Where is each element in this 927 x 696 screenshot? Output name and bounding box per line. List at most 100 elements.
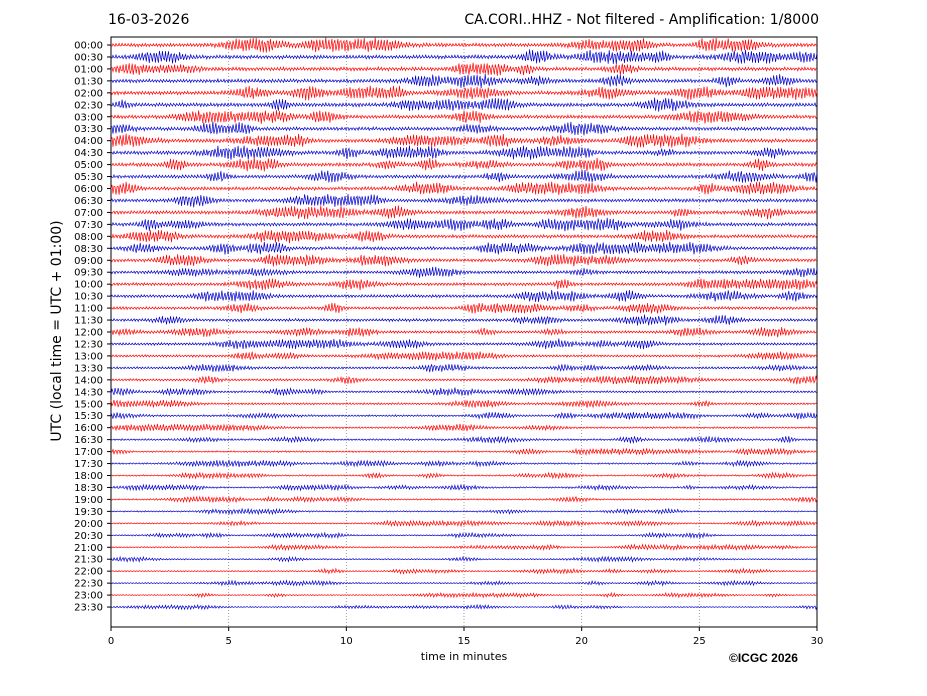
seismic-trace <box>110 375 818 385</box>
y-tick-label: 18:30 <box>74 483 103 494</box>
x-tick-label: 30 <box>811 636 824 647</box>
seismic-trace <box>110 289 818 302</box>
x-axis-label: time in minutes <box>420 650 508 663</box>
seismic-trace <box>110 459 818 468</box>
y-tick-label: 08:00 <box>74 232 103 243</box>
y-tick-label: 19:00 <box>74 495 103 506</box>
y-tick-label: 02:30 <box>74 100 103 111</box>
y-tick-label: 21:00 <box>74 543 103 554</box>
y-tick-label: 02:00 <box>74 88 103 99</box>
seismic-trace <box>110 543 818 552</box>
seismic-trace <box>110 193 818 208</box>
y-tick-label: 15:00 <box>74 399 103 410</box>
seismic-trace <box>110 495 818 504</box>
seismic-trace <box>110 181 818 195</box>
seismic-trace <box>110 97 818 112</box>
seismic-trace <box>110 567 818 575</box>
seismic-trace <box>110 387 818 397</box>
seismic-trace <box>110 302 818 314</box>
seismic-trace <box>110 363 818 373</box>
seismic-trace <box>110 314 818 326</box>
seismic-trace <box>110 555 818 563</box>
y-tick-label: 03:30 <box>74 124 103 135</box>
y-tick-label: 19:30 <box>74 507 103 518</box>
seismic-trace <box>111 507 818 516</box>
seismic-trace <box>110 37 818 53</box>
y-tick-label: 09:30 <box>74 268 103 279</box>
x-tick-label: 0 <box>108 636 114 647</box>
y-tick-label: 11:30 <box>74 316 103 327</box>
seismic-trace <box>110 483 818 492</box>
y-tick-label: 10:00 <box>74 280 103 291</box>
seismic-trace <box>110 145 818 160</box>
seismic-trace <box>110 157 818 172</box>
y-tick-label: 22:00 <box>74 567 103 578</box>
seismic-trace <box>110 471 818 480</box>
x-tick-label: 20 <box>575 636 588 647</box>
y-tick-label: 01:30 <box>74 76 103 87</box>
y-tick-label: 03:00 <box>74 112 103 123</box>
seismic-trace <box>110 217 818 232</box>
seismic-trace <box>111 327 818 338</box>
x-tick-label: 5 <box>225 636 231 647</box>
seismic-trace <box>110 531 818 540</box>
seismic-trace <box>110 423 818 432</box>
seismic-trace <box>110 266 818 278</box>
seismic-trace <box>110 205 818 220</box>
y-tick-label: 17:30 <box>74 459 103 470</box>
seismic-trace <box>110 435 818 445</box>
y-tick-label: 15:30 <box>74 411 103 422</box>
seismic-trace <box>110 253 818 267</box>
y-tick-label: 20:30 <box>74 531 103 542</box>
seismic-trace <box>110 169 818 183</box>
station-title: CA.CORI..HHZ - Not filtered - Amplificat… <box>464 12 819 28</box>
y-tick-label: 16:00 <box>74 423 103 434</box>
y-tick-label: 13:00 <box>74 351 103 362</box>
y-tick-label: 14:30 <box>74 387 103 398</box>
y-tick-label: 17:00 <box>74 447 103 458</box>
y-tick-label: 09:00 <box>74 256 103 267</box>
seismic-trace <box>110 73 818 89</box>
y-tick-label: 01:00 <box>74 64 103 75</box>
seismic-trace <box>110 447 818 456</box>
y-tick-label: 12:00 <box>74 328 103 339</box>
date-label: 16-03-2026 <box>108 12 190 28</box>
x-tick-label: 15 <box>458 636 471 647</box>
seismic-trace <box>110 133 818 148</box>
y-tick-label: 04:30 <box>74 148 103 159</box>
y-tick-label: 23:30 <box>74 603 103 614</box>
y-tick-label: 10:30 <box>74 292 103 303</box>
seismic-trace <box>110 121 818 136</box>
seismic-trace <box>110 62 818 76</box>
y-tick-label: 14:00 <box>74 375 103 386</box>
y-tick-label: 11:00 <box>74 304 103 315</box>
y-tick-label: 00:30 <box>74 52 103 63</box>
y-tick-label: 13:30 <box>74 363 103 374</box>
y-tick-label: 18:00 <box>74 471 103 482</box>
y-tick-label: 08:30 <box>74 244 103 255</box>
seismic-trace <box>110 241 818 255</box>
y-tick-label: 05:00 <box>74 160 103 171</box>
seismic-trace <box>110 278 818 291</box>
seismic-trace <box>110 579 818 587</box>
y-tick-label: 06:30 <box>74 196 103 207</box>
y-tick-label: 12:30 <box>74 339 103 350</box>
seismic-trace <box>110 411 818 420</box>
seismic-trace <box>110 519 818 528</box>
seismic-trace <box>110 351 818 361</box>
y-tick-label: 07:00 <box>74 208 103 219</box>
seismic-trace <box>110 591 817 599</box>
y-tick-label: 21:30 <box>74 555 103 566</box>
x-tick-label: 10 <box>340 636 353 647</box>
seismic-trace <box>110 49 818 65</box>
x-tick-label: 25 <box>693 636 706 647</box>
y-tick-label: 05:30 <box>74 172 103 183</box>
y-tick-label: 22:30 <box>74 579 103 590</box>
seismic-trace <box>110 110 818 124</box>
seismic-trace <box>110 603 818 611</box>
y-axis-label: UTC (local time = UTC + 01:00) <box>49 220 65 442</box>
y-tick-label: 16:30 <box>74 435 103 446</box>
y-tick-label: 20:00 <box>74 519 103 530</box>
copyright-label: ©ICGC 2026 <box>729 651 798 665</box>
